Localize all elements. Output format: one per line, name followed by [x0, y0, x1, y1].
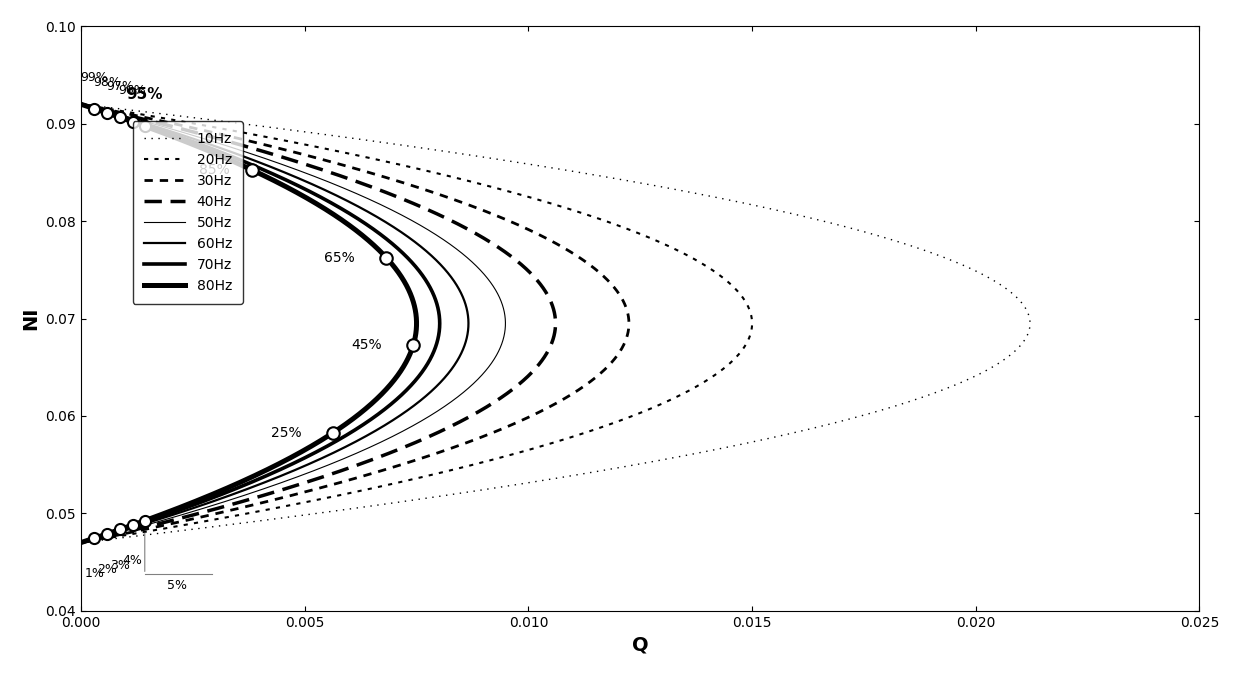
Y-axis label: NI: NI [21, 307, 40, 330]
Text: 25%: 25% [270, 426, 301, 440]
Text: 3%: 3% [110, 559, 130, 572]
Text: 45%: 45% [351, 338, 382, 352]
Legend: 10Hz, 20Hz, 30Hz, 40Hz, 50Hz, 60Hz, 70Hz, 80Hz: 10Hz, 20Hz, 30Hz, 40Hz, 50Hz, 60Hz, 70Hz… [133, 121, 243, 304]
Text: 97%: 97% [107, 80, 134, 93]
Text: 96%: 96% [119, 84, 146, 97]
Text: 85%: 85% [200, 163, 229, 177]
Text: 65%: 65% [325, 250, 355, 265]
Text: 99%: 99% [81, 72, 108, 84]
Text: 95%: 95% [126, 87, 162, 102]
Text: 2%: 2% [98, 563, 118, 576]
Text: 5%: 5% [167, 579, 187, 592]
Text: 1%: 1% [84, 568, 104, 580]
Text: 4%: 4% [123, 554, 143, 567]
Text: 98%: 98% [93, 76, 122, 88]
X-axis label: Q: Q [632, 635, 649, 654]
